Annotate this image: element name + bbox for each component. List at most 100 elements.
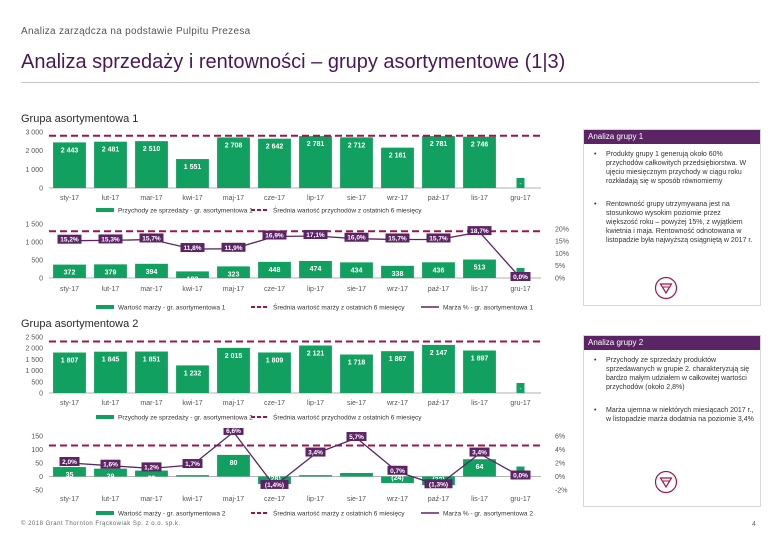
category-label: paź-17 xyxy=(428,195,450,202)
legend-label: Przychody ze sprzedaży - gr. asortymento… xyxy=(118,415,253,422)
bar-label: 64 xyxy=(476,464,484,471)
group-title-1: Grupa asortymentowa 1 xyxy=(21,113,139,125)
category-label: lut-17 xyxy=(102,195,120,202)
category-label: sie-17 xyxy=(347,400,366,407)
category-label: sty-17 xyxy=(60,400,79,407)
category-label: kwi-17 xyxy=(182,400,202,407)
bar xyxy=(463,259,496,278)
y2-tick-label: 6% xyxy=(555,434,565,441)
category-label: gru-17 xyxy=(510,195,530,202)
bar xyxy=(463,350,496,393)
y2-tick-label: 10% xyxy=(555,251,569,258)
bar-label: 2 161 xyxy=(389,153,407,160)
bar-label: 2 147 xyxy=(430,350,448,357)
bar xyxy=(381,147,414,188)
margin-label: 5,7% xyxy=(349,434,364,441)
margin-label: 18,7% xyxy=(470,228,489,235)
bar-label: 1 807 xyxy=(61,358,79,365)
category-label: lip-17 xyxy=(307,400,324,407)
category-label: lis-17 xyxy=(471,400,488,407)
bar-label: 2 712 xyxy=(348,142,366,149)
bar xyxy=(94,264,127,278)
bar xyxy=(340,472,373,477)
bar-label: 1 851 xyxy=(143,357,161,364)
margin-label: 1,7% xyxy=(185,461,200,468)
y2-tick-label: 0% xyxy=(555,474,565,481)
category-label: lip-17 xyxy=(307,496,324,503)
bar xyxy=(340,354,373,393)
bar xyxy=(217,266,250,278)
bar-label: 2 708 xyxy=(225,142,243,149)
y-tick-label: -50 xyxy=(33,488,43,495)
y-tick-label: 500 xyxy=(31,379,43,386)
bar-label: 394 xyxy=(146,269,158,276)
grant-thornton-logo-icon xyxy=(654,470,678,494)
category-label: cze-17 xyxy=(264,496,285,503)
bar-label: 2 481 xyxy=(102,147,120,154)
category-label: wrz-17 xyxy=(386,496,408,503)
bar-label: 1 845 xyxy=(102,357,120,364)
category-label: sie-17 xyxy=(347,496,366,503)
category-label: wrz-17 xyxy=(386,286,408,293)
margin-label: (1,3%) xyxy=(429,481,448,488)
margin-label-bg xyxy=(469,447,490,457)
y2-tick-label: 5% xyxy=(555,263,565,270)
category-label: maj-17 xyxy=(223,286,245,293)
bar xyxy=(135,351,168,393)
category-label: cze-17 xyxy=(264,195,285,202)
margin-label: 16,9% xyxy=(265,233,284,240)
margin-label-bg xyxy=(467,226,492,236)
category-label: mar-17 xyxy=(140,286,162,293)
margin-label-bg xyxy=(346,432,367,442)
panel-bullet: Rentowność grupy utrzymywana jest na sto… xyxy=(590,200,754,245)
margin-label-bg xyxy=(139,233,164,243)
bar-label: 448 xyxy=(269,267,281,274)
category-label: cze-17 xyxy=(264,286,285,293)
title-divider xyxy=(21,82,759,83)
margin-label-bg xyxy=(180,243,205,253)
bar-label: 2 642 xyxy=(266,144,284,151)
margin-label: 3,4% xyxy=(472,450,487,457)
bar xyxy=(217,137,250,188)
bar xyxy=(176,159,209,188)
category-label: lip-17 xyxy=(307,286,324,293)
legend-label: Marża % - gr. asortymentowa 1 xyxy=(443,305,533,312)
bar-label: 1 809 xyxy=(266,357,284,364)
y-tick-label: 1 500 xyxy=(25,222,43,229)
category-label: paź-17 xyxy=(428,496,450,503)
legend-swatch xyxy=(96,415,114,419)
bar-label: 1 897 xyxy=(471,356,489,363)
bar-label: 338 xyxy=(392,271,404,278)
y-tick-label: 500 xyxy=(31,258,43,265)
page-title: Analiza sprzedaży i rentowności – grupy … xyxy=(21,51,566,73)
bar xyxy=(176,365,209,393)
y-tick-label: 2 500 xyxy=(25,335,43,342)
bar-label: 13 xyxy=(353,478,361,485)
bar-label: 35 xyxy=(66,472,74,479)
margin-label-bg xyxy=(98,234,123,244)
category-label: sty-17 xyxy=(60,496,79,503)
bar xyxy=(422,136,455,188)
bar xyxy=(176,271,209,278)
legend-label: Przychody ze sprzedaży - gr. asortymento… xyxy=(118,208,253,215)
margin-label: 0,0% xyxy=(513,274,528,281)
y-tick-label: 1 000 xyxy=(25,240,43,247)
bar-label: 379 xyxy=(105,269,117,276)
bar-label: 183 xyxy=(187,276,199,283)
legend-label: Średnia wartość przychodów z ostatnich 6… xyxy=(273,413,422,422)
y-tick-label: 50 xyxy=(35,461,43,468)
revenue-chart-group-1: 3 000 2 000 1 000 0 sty-17 lut-17 mar-17 kwi-17… xyxy=(25,130,541,215)
bar xyxy=(516,178,525,188)
bar xyxy=(217,347,250,393)
category-label: mar-17 xyxy=(140,195,162,202)
margin-label-bg xyxy=(510,272,531,281)
category-label: maj-17 xyxy=(223,400,245,407)
bar-label: 474 xyxy=(310,266,322,273)
category-label: gru-17 xyxy=(510,400,530,407)
bar-label: 434 xyxy=(351,267,363,274)
panel-heading: Analiza grupy 1 xyxy=(584,130,760,144)
bar xyxy=(53,142,86,188)
margin-label: 15,2% xyxy=(60,237,79,244)
bar-label: 22 xyxy=(148,476,156,483)
category-label: gru-17 xyxy=(510,286,530,293)
